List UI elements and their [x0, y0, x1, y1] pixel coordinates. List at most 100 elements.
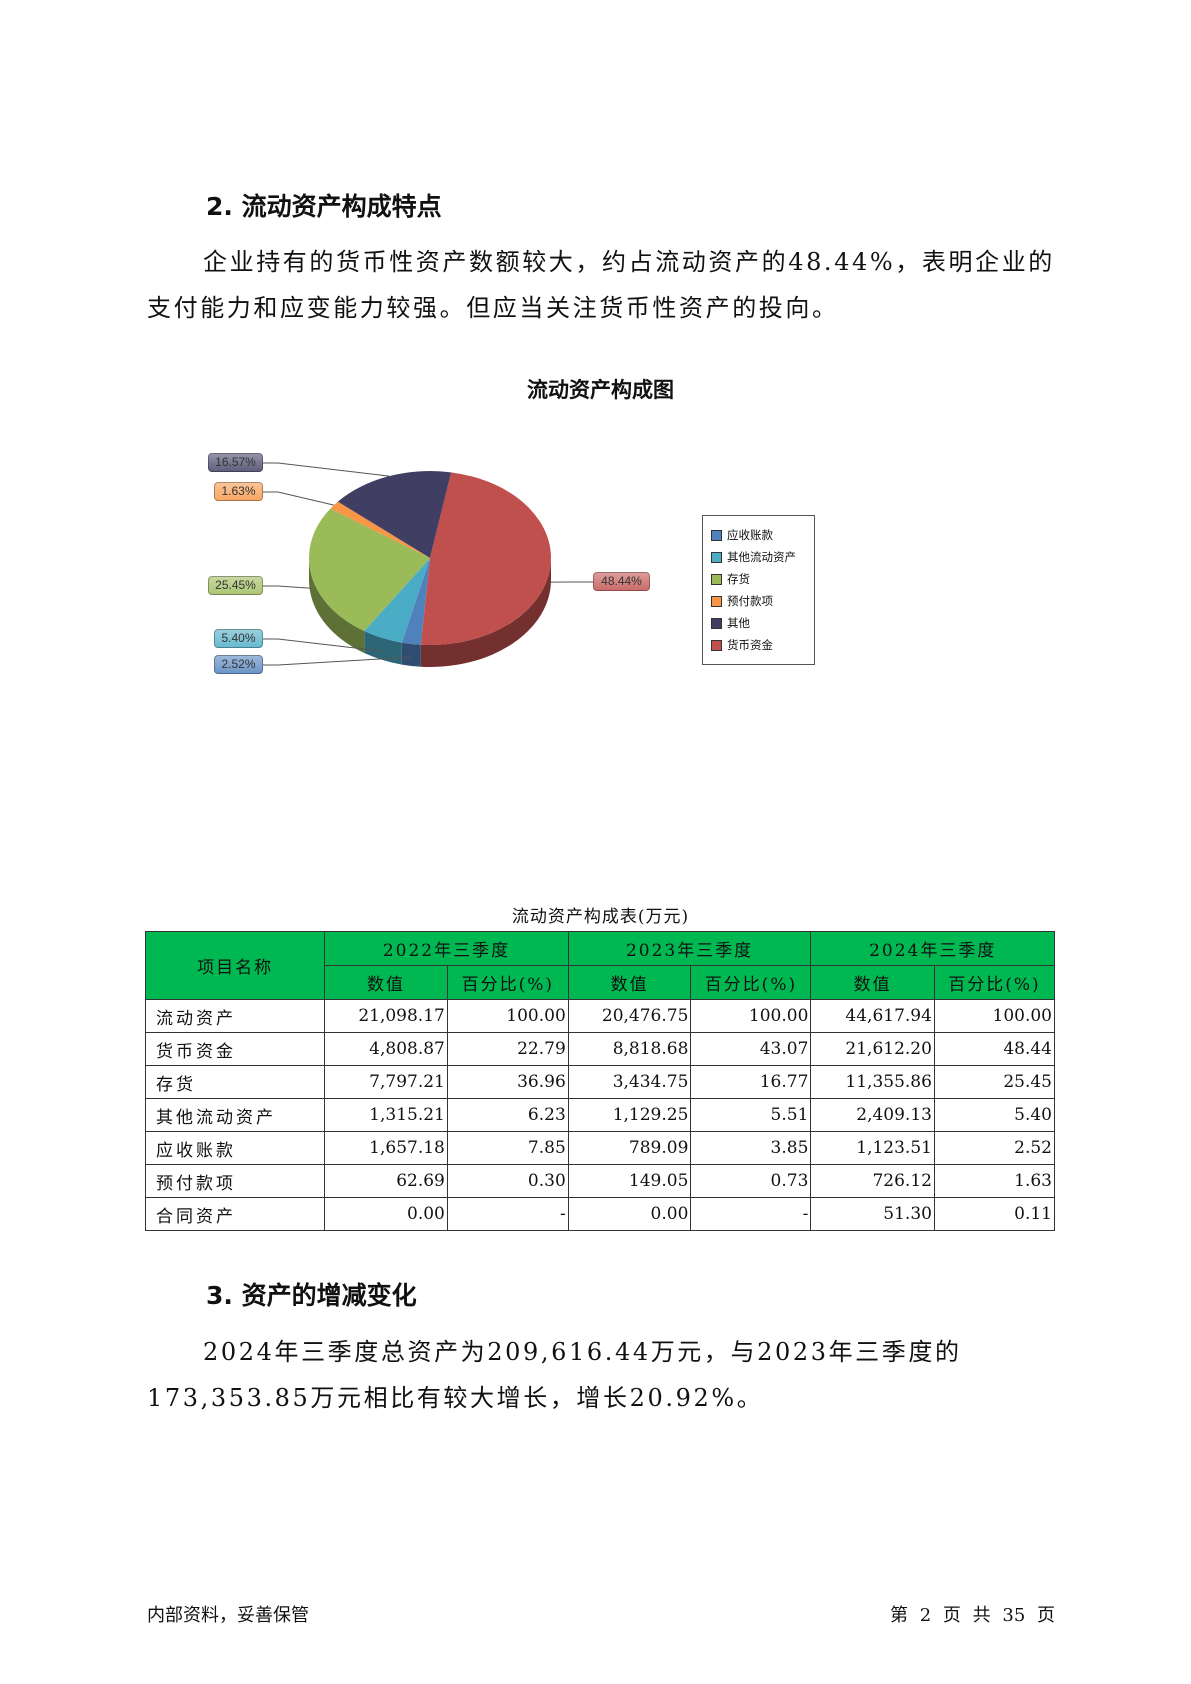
cell: 7.85: [446, 1131, 569, 1165]
cell: 8,818.68: [567, 1032, 692, 1066]
legend-item: 货币资金: [711, 634, 814, 656]
data-label: 25.45%: [208, 576, 263, 595]
legend-swatch: [711, 595, 722, 607]
pie-side-0: [420, 558, 551, 667]
row-name: 合同资产: [144, 1197, 326, 1231]
row-name: 流动资产: [144, 999, 326, 1033]
cell: 0.11: [933, 1197, 1056, 1231]
header-value: 数值: [810, 965, 935, 1000]
pie-side-2: [364, 631, 402, 665]
header-period: 2022年三季度: [324, 931, 569, 966]
pie-slice: [364, 558, 430, 643]
row-name: 预付款项: [144, 1164, 326, 1198]
cell: 22.79: [446, 1032, 569, 1066]
cell: 100.00: [446, 999, 569, 1033]
cell: 5.51: [690, 1098, 812, 1132]
table-row: 货币资金 4,808.87 22.79 8,818.68 43.07 21,612.20 4…: [144, 1032, 1056, 1066]
legend-swatch: [711, 573, 722, 585]
leader-line: [263, 491, 335, 506]
cell: 0.00: [324, 1197, 448, 1231]
legend-item: 应收账款: [711, 524, 814, 546]
legend-swatch: [711, 529, 722, 541]
cell: 43.07: [690, 1032, 812, 1066]
row-name: 其他流动资产: [144, 1098, 326, 1132]
data-label: 5.40%: [214, 629, 263, 648]
legend-item: 其他流动资产: [711, 546, 814, 568]
current-assets-table: 项目名称 2022年三季度 2023年三季度 2024年三季度 数值 百分比(%…: [144, 931, 1056, 1231]
legend-item: 存货: [711, 568, 814, 590]
header-pct: 百分比(%): [446, 965, 569, 1000]
cell: 2,409.13: [810, 1098, 935, 1132]
chart-title: 流动资产构成图: [527, 378, 674, 402]
leader-line: [263, 462, 390, 477]
cell: 16.77: [690, 1065, 812, 1099]
cell: 11,355.86: [810, 1065, 935, 1099]
cell: -: [690, 1197, 812, 1231]
leader-line: [263, 656, 412, 666]
table-row: 其他流动资产 1,315.21 6.23 1,129.25 5.51 2,409.13 5.…: [144, 1098, 1056, 1132]
header-period: 2024年三季度: [810, 931, 1055, 966]
pie-slice: [337, 471, 452, 558]
cell: 36.96: [446, 1065, 569, 1099]
pie-slice: [420, 472, 551, 645]
cell: 6.23: [446, 1098, 569, 1132]
table-row: 合同资产 0.00-0.00-51.30 0.11: [144, 1197, 1056, 1231]
cell: 20,476.75: [567, 999, 692, 1033]
cell: 25.45: [933, 1065, 1056, 1099]
cell: 21,612.20: [810, 1032, 935, 1066]
cell: 44,617.94: [810, 999, 935, 1033]
row-name: 货币资金: [144, 1032, 326, 1066]
cell: 1,129.25: [567, 1098, 692, 1132]
row-name: 应收账款: [144, 1131, 326, 1165]
cell: 0.30: [446, 1164, 569, 1198]
cell: 100.00: [933, 999, 1056, 1033]
cell: 789.09: [567, 1131, 692, 1165]
paragraph: 2024年三季度总资产为209,616.44万元，与2023年三季度的173,3…: [147, 1338, 962, 1412]
header-pct: 百分比(%): [690, 965, 812, 1000]
legend-swatch: [711, 639, 722, 651]
cell: 21,098.17: [324, 999, 448, 1033]
cell: 48.44: [933, 1032, 1056, 1066]
header-period: 2023年三季度: [567, 931, 812, 966]
pie-slice: [330, 501, 430, 558]
legend-label: 应收账款: [727, 528, 773, 542]
section-heading: 2. 流动资产构成特点: [206, 192, 442, 221]
cell: 5.40: [933, 1098, 1056, 1132]
cell: 4,808.87: [324, 1032, 448, 1066]
leader-line: [263, 585, 312, 589]
cell: 7,797.21: [324, 1065, 448, 1099]
pie-side-1: [401, 642, 421, 667]
legend-label: 其他流动资产: [727, 550, 796, 564]
header-pct: 百分比(%): [933, 965, 1056, 1000]
cell: 1,315.21: [324, 1098, 448, 1132]
cell: 149.05: [567, 1164, 692, 1198]
legend-label: 预付款项: [727, 594, 773, 608]
data-label: 48.44%: [593, 572, 650, 591]
table-row: 存货 7,797.21 36.96 3,434.75 16.77 11,355.86 25.…: [144, 1065, 1056, 1099]
cell: 100.00: [690, 999, 812, 1033]
legend-label: 货币资金: [727, 638, 773, 652]
pie-chart: [263, 462, 593, 667]
legend-swatch: [711, 617, 722, 629]
cell: 3,434.75: [567, 1065, 692, 1099]
table-row: 流动资产 21,098.17 100.00 20,476.75 100.00 44,617…: [144, 999, 1056, 1033]
cell: 2.52: [933, 1131, 1056, 1165]
pie-slice: [401, 558, 430, 645]
cell: 62.69: [324, 1164, 448, 1198]
data-label: 1.63%: [214, 482, 263, 501]
cell: 0.73: [690, 1164, 812, 1198]
legend-label: 其他: [727, 616, 750, 630]
cell: 51.30: [810, 1197, 935, 1231]
cell: 1.63: [933, 1164, 1056, 1198]
leader-line: [263, 638, 383, 652]
section-heading: 3. 资产的增减变化: [206, 1281, 417, 1310]
table-caption: 流动资产构成表(万元): [511, 907, 690, 927]
cell: 0.00: [567, 1197, 692, 1231]
legend-swatch: [711, 551, 722, 563]
page-number: 第 2 页 共 35 页: [890, 1605, 1055, 1626]
data-label: 2.52%: [214, 655, 263, 674]
pie-slice: [308, 508, 430, 632]
footer-note: 内部资料，妥善保管: [147, 1605, 309, 1626]
cell: 726.12: [810, 1164, 935, 1198]
